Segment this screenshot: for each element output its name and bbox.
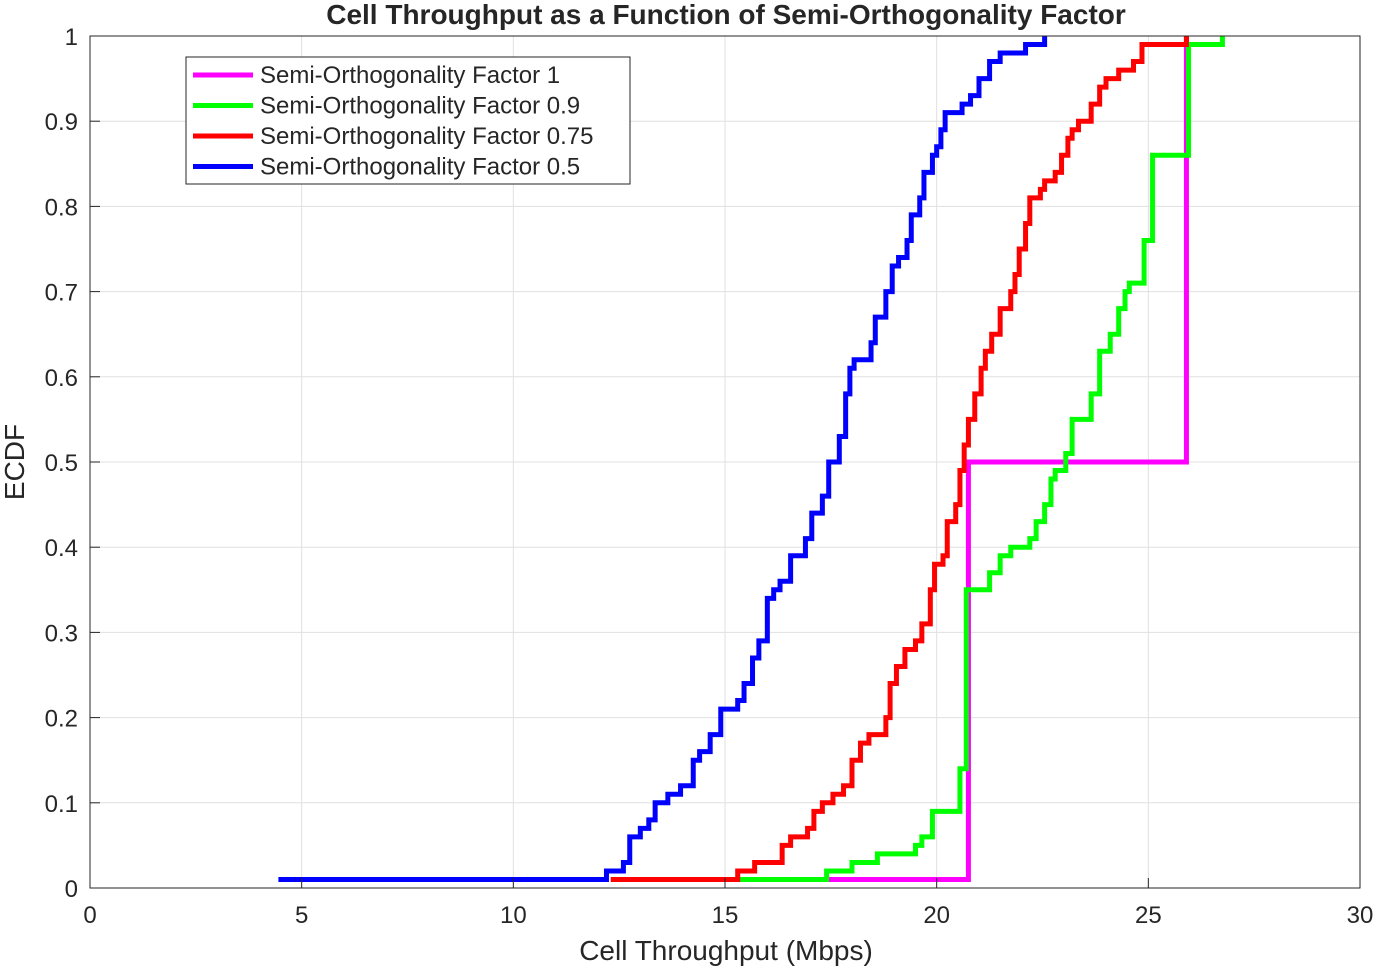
y-tick-label: 0.3 [45, 620, 78, 647]
series-line [826, 36, 1189, 882]
y-tick-label: 0.8 [45, 194, 78, 221]
x-tick-label: 20 [923, 902, 950, 929]
y-tick-label: 0.6 [45, 365, 78, 392]
y-tick-label: 0.9 [45, 109, 78, 136]
x-tick-label: 25 [1135, 902, 1162, 929]
axis-ticks: 0 5 10 15 20 25 30 0 0.1 0.2 0.3 0.4 0.5 0.6 0.7 0.8 0.9… [45, 24, 1374, 929]
y-axis-label: ECDF [0, 424, 30, 500]
legend-label: Semi-Orthogonality Factor 0.75 [260, 123, 593, 150]
series-line [278, 36, 1048, 882]
y-tick-label: 0.7 [45, 280, 78, 307]
series-lines [278, 36, 1225, 882]
y-tick-label: 1 [65, 24, 78, 51]
legend-box [185, 56, 631, 185]
y-tick-label: 0.4 [45, 535, 78, 562]
x-tick-label: 0 [83, 902, 96, 929]
x-tick-label: 30 [1347, 902, 1374, 929]
chart-title: Cell Throughput as a Function of Semi-Or… [326, 0, 1126, 30]
series-line [610, 36, 1189, 882]
x-tick-label: 10 [500, 902, 527, 929]
legend-label: Semi-Orthogonality Factor 1 [260, 62, 560, 89]
x-axis-label: Cell Throughput (Mbps) [579, 935, 873, 966]
y-tick-label: 0.5 [45, 450, 78, 477]
series-line [739, 36, 1225, 882]
legend-label: Semi-Orthogonality Factor 0.9 [260, 93, 580, 120]
y-tick-label: 0.2 [45, 706, 78, 733]
legend: Semi-Orthogonality Factor 1 Semi-Orthogon… [185, 56, 631, 185]
x-tick-label: 5 [295, 902, 308, 929]
y-tick-label: 0 [65, 876, 78, 903]
y-tick-label: 0.1 [45, 791, 78, 818]
x-tick-label: 15 [712, 902, 739, 929]
legend-label: Semi-Orthogonality Factor 0.5 [260, 154, 580, 181]
